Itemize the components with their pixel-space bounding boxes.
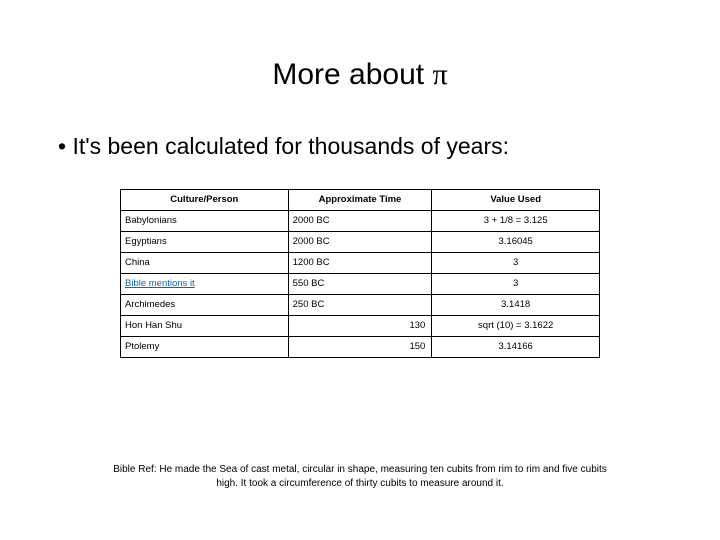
cell-culture: Ptolemy [121, 336, 289, 357]
cell-culture[interactable]: Bible mentions it [121, 273, 289, 294]
cell-time: 150 [288, 336, 432, 357]
table-container: Culture/Person Approximate Time Value Us… [0, 189, 720, 358]
table-row: Babylonians2000 BC3 + 1/8 = 3.125 [121, 210, 600, 231]
bible-footnote: Bible Ref: He made the Sea of cast metal… [0, 463, 720, 490]
table-row: Egyptians2000 BC3.16045 [121, 231, 600, 252]
cell-value: 3.1418 [432, 294, 600, 315]
cell-time: 2000 BC [288, 210, 432, 231]
cell-time: 2000 BC [288, 231, 432, 252]
bullet-text: It's been calculated for thousands of ye… [58, 132, 670, 161]
cell-culture: Babylonians [121, 210, 289, 231]
pi-symbol: π [432, 58, 447, 91]
col-header-value: Value Used [432, 189, 600, 210]
title-prefix: More about [272, 58, 432, 91]
cell-value: 3 [432, 273, 600, 294]
table-row: Archimedes250 BC3.1418 [121, 294, 600, 315]
col-header-time: Approximate Time [288, 189, 432, 210]
cell-value: 3 [432, 252, 600, 273]
cell-time: 250 BC [288, 294, 432, 315]
cell-value: 3.14166 [432, 336, 600, 357]
table-header-row: Culture/Person Approximate Time Value Us… [121, 189, 600, 210]
cell-value: sqrt (10) = 3.1622 [432, 315, 600, 336]
cell-value: 3 + 1/8 = 3.125 [432, 210, 600, 231]
cell-time: 130 [288, 315, 432, 336]
pi-history-table: Culture/Person Approximate Time Value Us… [120, 189, 600, 358]
col-header-culture: Culture/Person [121, 189, 289, 210]
cell-culture: China [121, 252, 289, 273]
cell-culture: Egyptians [121, 231, 289, 252]
bullet-section: It's been calculated for thousands of ye… [0, 132, 720, 161]
table-row: Hon Han Shu130sqrt (10) = 3.1622 [121, 315, 600, 336]
cell-culture: Archimedes [121, 294, 289, 315]
slide-title: More about π [0, 0, 720, 132]
cell-culture: Hon Han Shu [121, 315, 289, 336]
table-row: Bible mentions it 550 BC3 [121, 273, 600, 294]
table-row: China1200 BC3 [121, 252, 600, 273]
bible-link[interactable]: Bible mentions it [125, 278, 195, 289]
table-row: Ptolemy1503.14166 [121, 336, 600, 357]
cell-time: 550 BC [288, 273, 432, 294]
cell-time: 1200 BC [288, 252, 432, 273]
cell-value: 3.16045 [432, 231, 600, 252]
